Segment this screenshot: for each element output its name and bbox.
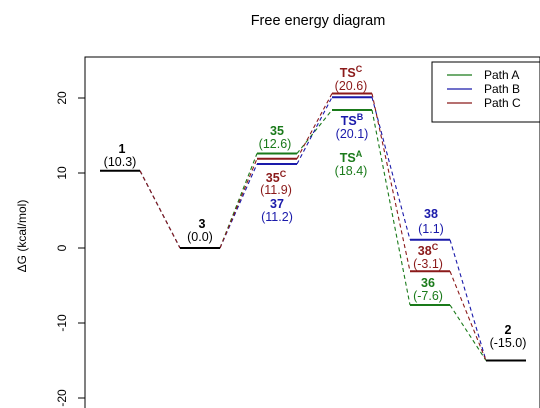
connector-path-c — [139, 170, 181, 249]
level-name-lvl-38c: 38C — [418, 242, 439, 258]
connector-path-c — [296, 93, 333, 160]
connector-path-a — [371, 109, 411, 306]
legend-label-2: Path B — [484, 82, 520, 96]
level-value-lvl-tsc: (20.6) — [335, 79, 368, 93]
level-labels: 1(10.3) 3(0.0) 35(12.6) 35C(11.9)37(11.2) TS… — [104, 64, 527, 350]
connector-path-a — [449, 304, 487, 361]
connector-path-b — [219, 163, 258, 249]
level-value-lvl-38: (1.1) — [418, 222, 444, 236]
connector-path-b — [296, 96, 333, 165]
level-name-lvl-35: 35 — [270, 124, 284, 138]
level-value-lvl-tsb: (20.1) — [336, 127, 369, 141]
level-name-lvl-36: 36 — [421, 276, 435, 290]
level-name-lvl-tsc: TSC — [340, 64, 363, 80]
level-value-lvl-3: (0.0) — [187, 230, 213, 244]
level-value-lvl-35: (12.6) — [259, 137, 292, 151]
level-name-lvl-tsa: TSA — [340, 149, 363, 165]
level-name-lvl-3: 3 — [199, 217, 206, 231]
level-value-lvl-38c: (-3.1) — [413, 257, 443, 271]
legend-box — [431, 61, 540, 123]
chart-title: Free energy diagram — [251, 13, 386, 29]
level-value-lvl-tsa: (18.4) — [335, 164, 368, 178]
level-value-lvl-36: (-7.6) — [413, 289, 443, 303]
connector-path-c — [219, 158, 258, 249]
connector-path-c — [371, 93, 411, 272]
y-tick-label: 20 — [55, 91, 69, 105]
level-name-lvl-37: 37 — [270, 197, 284, 211]
level-value-lvl-2: (-15.0) — [490, 336, 527, 350]
path-connectors — [139, 93, 487, 361]
level-name-lvl-38: 38 — [424, 207, 438, 221]
y-tick-label: -20 — [55, 389, 69, 407]
level-name-lvl-2: 2 — [505, 323, 512, 337]
level-name-lvl-35c: 35C — [266, 169, 287, 185]
connector-path-a — [296, 109, 333, 154]
level-name-lvl-tsb: TSB — [341, 112, 364, 128]
level-value-lvl-37: (11.2) — [261, 210, 293, 224]
level-value-lvl-1: (10.3) — [104, 155, 137, 169]
connector-path-b — [371, 97, 411, 240]
y-axis: 20 10 0 -10 -20 — [55, 91, 86, 407]
legend-label-1: Path A — [484, 68, 519, 82]
legend-label-3: Path C — [484, 96, 521, 110]
y-tick-label: -10 — [55, 314, 69, 332]
level-name-lvl-1: 1 — [119, 142, 126, 156]
connector-path-b — [449, 239, 487, 361]
y-axis-label: ΔG (kcal/mol) — [15, 200, 29, 273]
y-tick-label: 10 — [55, 166, 69, 180]
y-tick-label: 0 — [55, 244, 69, 251]
connector-path-c — [449, 271, 487, 361]
energy-levels — [100, 92, 526, 362]
level-value-lvl-35c: (11.9) — [260, 183, 292, 197]
